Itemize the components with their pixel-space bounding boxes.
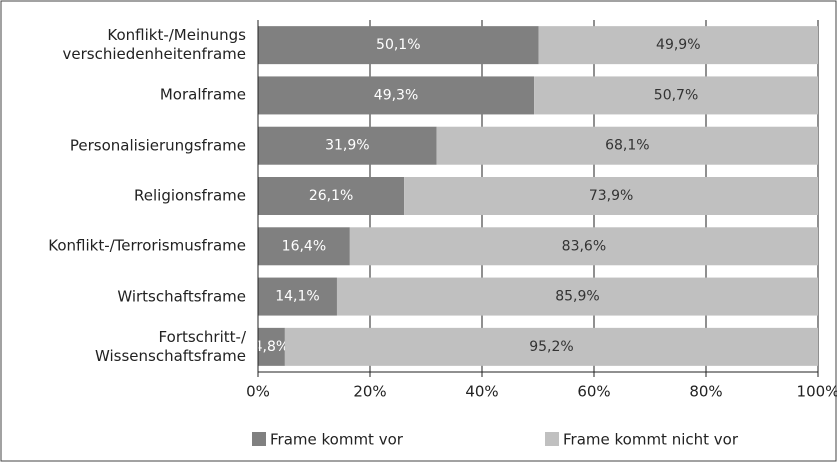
- bar-segment: [284, 327, 818, 366]
- y-tick-label: Moralframe: [159, 85, 246, 104]
- value-label: 31,9%: [325, 138, 369, 154]
- value-label: 50,7%: [654, 87, 698, 103]
- bar-segment: [436, 126, 818, 165]
- bar-segment: [258, 126, 437, 165]
- x-tick-label: 20%: [353, 383, 386, 401]
- bar-segment: [336, 277, 818, 316]
- y-tick-label: Konflikt-/Meinungs verschiedenheitenfram…: [62, 26, 247, 64]
- value-label: 68,1%: [605, 138, 649, 154]
- value-label: 95,2%: [529, 339, 573, 355]
- bar-segment: [258, 277, 337, 316]
- value-label: 14,1%: [275, 289, 319, 305]
- x-tick-label: 80%: [689, 383, 722, 401]
- bar-segment: [258, 227, 350, 266]
- value-label: 26,1%: [309, 188, 353, 204]
- legend-label: Frame kommt vor: [270, 431, 404, 449]
- value-label: 85,9%: [555, 289, 599, 305]
- value-label: 83,6%: [562, 238, 606, 254]
- x-tick-label: 0%: [246, 383, 270, 401]
- y-tick-label: Fortschritt-/ Wissenschaftsframe: [95, 327, 246, 365]
- value-label: 49,9%: [656, 37, 700, 53]
- y-tick-label: Personalisierungsframe: [69, 136, 246, 155]
- bar-segment: [258, 327, 285, 366]
- legend-swatch: [252, 432, 266, 446]
- x-tick-label: 60%: [577, 383, 610, 401]
- legend-label: Frame kommt nicht vor: [563, 431, 739, 449]
- y-tick-label: Konflikt-/Terrorismusframe: [48, 236, 246, 255]
- legend-swatch: [545, 432, 559, 446]
- value-label: 49,3%: [374, 87, 418, 103]
- x-tick-label: 40%: [465, 383, 498, 401]
- bar-segment: [534, 76, 818, 115]
- bar-segment: [258, 26, 539, 65]
- y-tick-label: Wirtschaftsframe: [117, 287, 246, 306]
- y-tick-label: Religionsframe: [134, 186, 246, 205]
- bar-segment: [349, 227, 818, 266]
- value-label: 16,4%: [282, 238, 326, 254]
- bar-segment: [404, 177, 818, 215]
- bar-segment: [538, 26, 818, 65]
- x-tick-label: 100%: [797, 383, 837, 401]
- bar-segment: [258, 76, 535, 115]
- value-label: 4,8%: [254, 339, 290, 355]
- value-label: 50,1%: [376, 37, 420, 53]
- bar-segment: [258, 177, 405, 215]
- value-label: 73,9%: [589, 188, 633, 204]
